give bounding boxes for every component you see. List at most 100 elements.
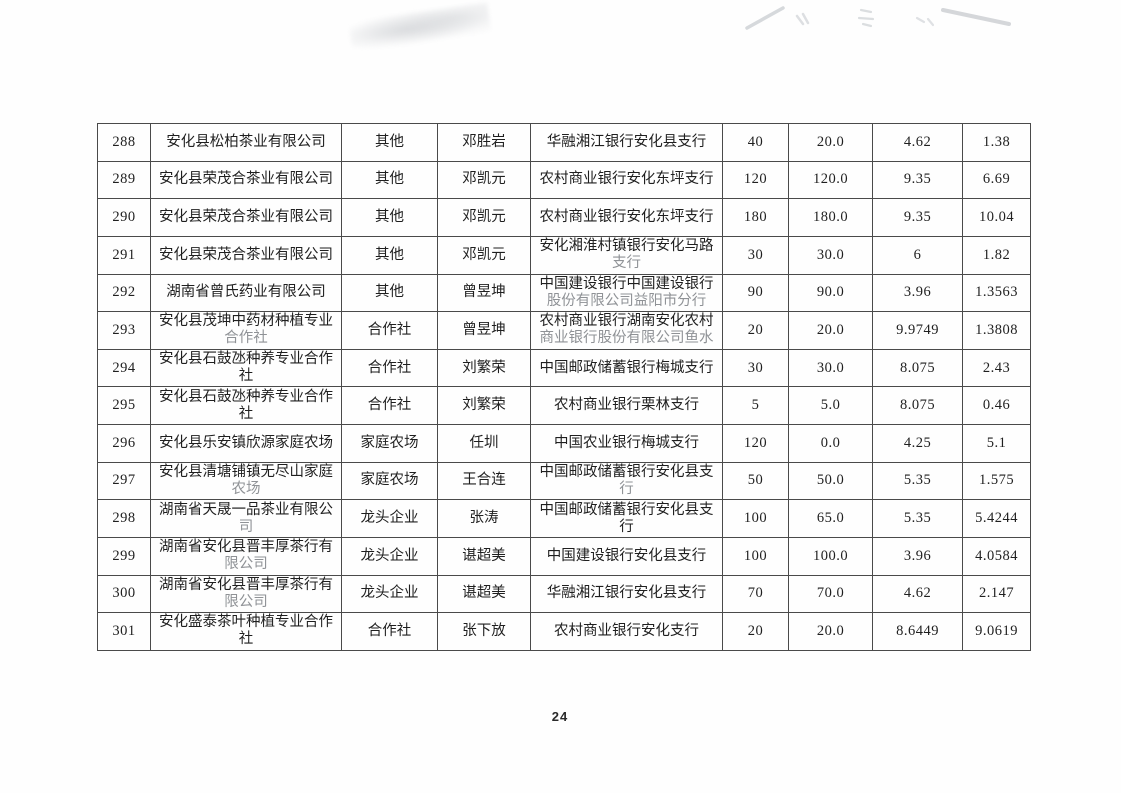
cell-entity-type: 合作社 (341, 311, 438, 350)
cell-text-line: 安化县茂坤中药材种植专业 (159, 313, 333, 330)
cell-value-1: 30 (722, 235, 789, 275)
cell-text-line: 农村商业银行栗林支行 (554, 397, 699, 414)
cell-value-1: 50 (722, 461, 789, 501)
table-row: 295 安化县石鼓氹种养专业合作社合作社 刘繁荣 农村商业银行栗林支行 5 5.0 8.07… (97, 386, 1031, 425)
cell-company-name: 湖南省安化县晋丰厚茶行有 限公司 (150, 574, 342, 614)
cell-company-name: 安化县荣茂合茶业有限公司 (150, 235, 342, 275)
cell-value-1: 100 (722, 536, 789, 576)
cell-row-number: 291 (97, 235, 151, 275)
cell-value-2: 0.0 (788, 424, 873, 463)
cell-text-line: 限公司 (224, 556, 268, 573)
cell-person-name: 张涛 (437, 499, 531, 538)
cell-value-2: 20.0 (788, 123, 873, 162)
cell-value-4: 4.0584 (962, 536, 1031, 576)
cell-text-line: 农村商业银行安化东坪支行 (539, 209, 714, 226)
cell-entity-type: 合作社 (341, 612, 438, 651)
cell-value-2: 50.0 (788, 461, 873, 501)
cell-text-line: 行 (619, 480, 634, 497)
cell-person-name: 刘繁荣 (437, 348, 531, 388)
cell-value-3: 4.25 (872, 424, 963, 463)
cell-text-line: 行 (619, 518, 634, 535)
cell-text-line: 安化县荣茂合茶业有限公司 (159, 209, 333, 226)
cell-value-1: 100 (722, 499, 789, 538)
cell-value-4: 1.3808 (962, 311, 1031, 350)
cell-company-name: 湖南省安化县晋丰厚茶行有 限公司 (150, 536, 342, 576)
cell-text-line: 湖南省安化县晋丰厚茶行有 (159, 576, 333, 593)
cell-value-3: 6 (872, 235, 963, 275)
cell-person-name: 刘繁荣 (437, 386, 531, 425)
cell-text-line: 湖南省安化县晋丰厚茶行有 (159, 539, 333, 556)
cell-value-2: 30.0 (788, 235, 873, 275)
cell-company-name: 安化盛泰茶叶种植专业合作社 (150, 612, 342, 651)
cell-value-1: 70 (722, 574, 789, 614)
cell-value-4: 9.0619 (962, 612, 1031, 651)
table-row: 294 安化县石鼓氹种养专业合作社合作社 刘繁荣 中国邮政储蓄银行梅城支行 30 30.0… (97, 348, 1031, 388)
cell-value-3: 4.62 (872, 574, 963, 614)
cell-value-1: 40 (722, 123, 789, 162)
cell-text-line: 农村商业银行湖南安化农村 (539, 313, 714, 330)
cell-person-name: 张下放 (437, 612, 531, 651)
cell-value-1: 120 (722, 424, 789, 463)
cell-value-4: 1.3563 (962, 273, 1031, 313)
cell-text-line: 中国农业银行梅城支行 (554, 434, 699, 451)
cell-text-line: 中国邮政储蓄银行安化县支 (539, 501, 714, 518)
cell-bank-name: 中国邮政储蓄银行安化县支行 (530, 461, 723, 501)
cell-value-1: 180 (722, 198, 789, 237)
cell-bank-name: 中国建设银行安化县支行 (530, 536, 723, 576)
cell-value-3: 3.96 (872, 273, 963, 313)
cell-text-line: 安化盛泰茶叶种植专业合作 (159, 614, 333, 631)
cell-person-name: 邓凯元 (437, 160, 531, 200)
cell-row-number: 293 (97, 311, 151, 350)
cell-entity-type: 家庭农场 (341, 461, 438, 501)
cell-text-line: 华融湘江银行安化县支行 (546, 133, 707, 150)
page-number: 24 (551, 709, 569, 724)
cell-text-line: 支行 (612, 255, 641, 272)
cell-bank-name: 中国邮政储蓄银行梅城支行 (530, 348, 723, 388)
cell-row-number: 296 (97, 424, 151, 463)
loan-record-table: 288 安化县松柏茶业有限公司 其他 邓胜岩 华融湘江银行安化县支行 40 20.0 4.62… (97, 123, 1031, 651)
cell-value-2: 180.0 (788, 198, 873, 237)
cell-entity-type: 龙头企业 (341, 574, 438, 614)
cell-text-line: 社 (238, 631, 254, 648)
cell-row-number: 300 (97, 574, 151, 614)
cell-text-line: 合作社 (224, 330, 268, 347)
cell-text-line: 社 (238, 405, 254, 422)
table-row: 290 安化县荣茂合茶业有限公司 其他 邓凯元 农村商业银行安化东坪支行 180 180.0… (97, 198, 1031, 237)
cell-company-name: 安化县松柏茶业有限公司 (150, 123, 342, 162)
cell-value-1: 90 (722, 273, 789, 313)
cell-row-number: 288 (97, 123, 151, 162)
cell-value-3: 3.96 (872, 536, 963, 576)
cell-person-name: 谌超美 (437, 536, 531, 576)
cell-value-3: 9.9749 (872, 311, 963, 350)
table-row: 292 湖南省曾氏药业有限公司 其他 曾昱坤 中国建设银行中国建设银行 股份有限公司益阳市… (97, 273, 1031, 313)
cell-entity-type: 龙头企业 (341, 499, 438, 538)
cell-text-line: 中国建设银行安化县支行 (546, 547, 707, 564)
cell-company-name: 湖南省曾氏药业有限公司 (150, 273, 342, 313)
cell-value-2: 100.0 (788, 536, 873, 576)
cell-value-3: 8.6449 (872, 612, 963, 651)
cell-value-1: 20 (722, 311, 789, 350)
cell-row-number: 292 (97, 273, 151, 313)
cell-row-number: 294 (97, 348, 151, 388)
cell-text-line: 安化县石鼓氹种养专业合作 (159, 388, 333, 405)
cell-value-4: 2.43 (962, 348, 1031, 388)
cell-person-name: 谌超美 (437, 574, 531, 614)
cell-company-name: 湖南省天晟一品茶业有限公司 (150, 499, 342, 538)
cell-entity-type: 合作社 (341, 348, 438, 388)
table-row: 301 安化盛泰茶叶种植专业合作社合作社 张下放 农村商业银行安化支行 20 20.0 8.… (97, 612, 1031, 651)
table-row: 289 安化县荣茂合茶业有限公司 其他 邓凯元 农村商业银行安化东坪支行 120 120.0… (97, 160, 1031, 200)
cell-entity-type: 其他 (341, 235, 438, 275)
cell-text-line: 安化县松柏茶业有限公司 (166, 133, 326, 150)
table-row: 296 安化县乐安镇欣源家庭农场 家庭农场 任圳 中国农业银行梅城支行 120 0.0 4.2… (97, 424, 1031, 463)
scan-smudge-artifact (348, 2, 492, 54)
cell-entity-type: 其他 (341, 273, 438, 313)
cell-value-4: 10.04 (962, 198, 1031, 237)
cell-value-2: 20.0 (788, 612, 873, 651)
cell-value-2: 70.0 (788, 574, 873, 614)
cell-value-4: 5.1 (962, 424, 1031, 463)
cell-entity-type: 龙头企业 (341, 536, 438, 576)
cell-text-line: 安化县乐安镇欣源家庭农场 (159, 434, 333, 451)
cell-company-name: 安化县清塘铺镇无尽山家庭 农场 (150, 461, 342, 501)
cell-company-name: 安化县石鼓氹种养专业合作社 (150, 386, 342, 425)
